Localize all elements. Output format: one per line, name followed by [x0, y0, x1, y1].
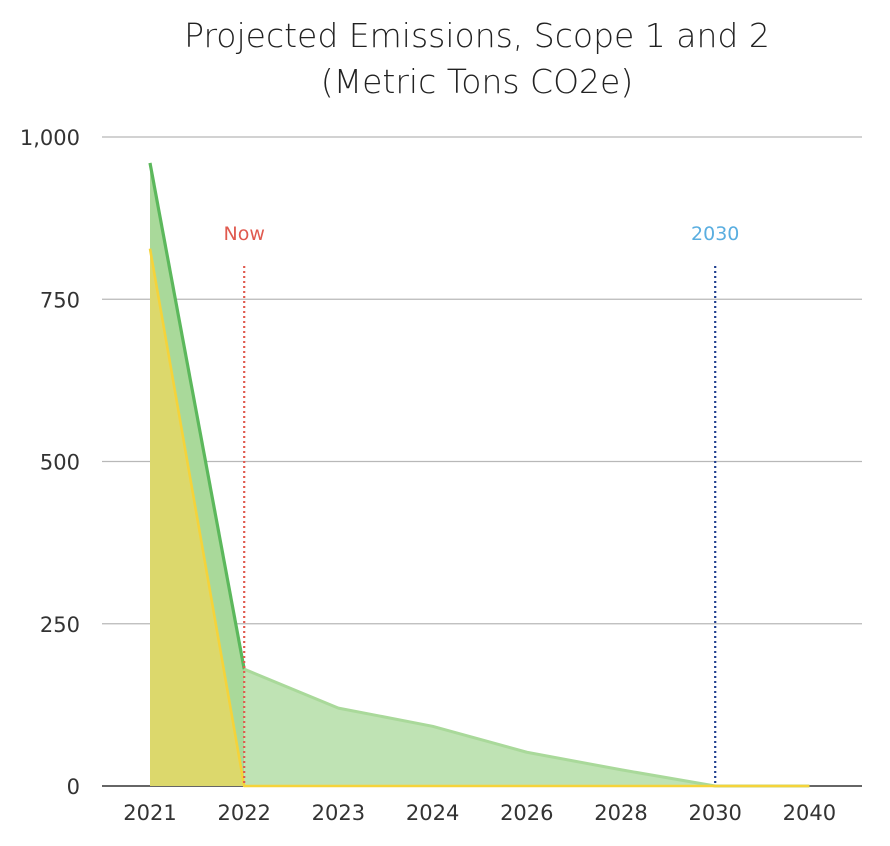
x-tick-label: 2021	[123, 801, 176, 825]
y-tick-label: 250	[40, 613, 80, 637]
annotation-label: 2030	[691, 223, 739, 245]
y-tick-label: 500	[40, 451, 80, 475]
x-tick-label: 2023	[312, 801, 365, 825]
x-tick-label: 2030	[688, 801, 741, 825]
series-area	[150, 248, 810, 787]
x-tick-label: 2028	[594, 801, 647, 825]
x-tick-label: 2040	[783, 801, 836, 825]
series-areas	[150, 162, 810, 787]
y-tick-label: 0	[67, 775, 80, 799]
x-axis-ticks: 2021 2022 2023 2024 2026 2028 2030 2040	[123, 801, 836, 825]
x-tick-label: 2022	[217, 801, 270, 825]
y-tick-label: 750	[40, 288, 80, 312]
annotation-label: Now	[224, 223, 265, 245]
annotations: Now 2030	[224, 223, 739, 786]
y-axis-ticks: 0 250 500 750 1,000	[20, 126, 80, 799]
y-tick-label: 1,000	[20, 126, 80, 150]
chart-title: Projected Emissions, Scope 1 and 2	[184, 16, 770, 55]
series-line	[148, 248, 810, 788]
x-tick-label: 2024	[406, 801, 459, 825]
chart-subtitle: (Metric Tons CO2e)	[321, 62, 634, 101]
x-tick-label: 2026	[500, 801, 553, 825]
series-lines	[148, 162, 810, 788]
series-area	[244, 669, 810, 786]
series-line	[148, 162, 246, 670]
